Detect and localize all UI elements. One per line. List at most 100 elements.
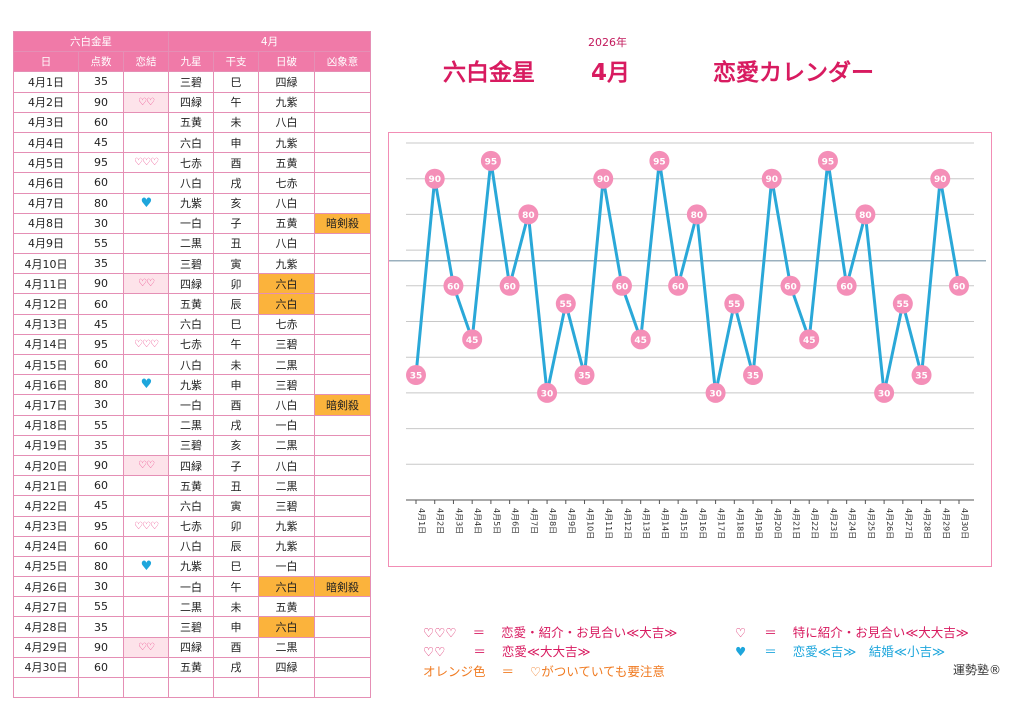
row-eto: 酉 <box>213 152 260 174</box>
row-love-mark: ♡♡ <box>122 636 170 658</box>
row-star: 二黒 <box>168 414 215 436</box>
row-empty-cell <box>168 676 215 699</box>
row-empty-cell <box>314 676 372 699</box>
data-point <box>724 293 745 314</box>
data-label: 60 <box>672 282 685 292</box>
data-point <box>668 275 689 296</box>
data-label: 45 <box>634 336 647 346</box>
row-kyo <box>314 353 372 376</box>
row-star: 八白 <box>168 172 215 194</box>
row-nippa: 六白 <box>258 616 316 638</box>
data-label: 60 <box>953 282 966 292</box>
data-point <box>649 150 670 171</box>
row-score: 90 <box>78 273 124 295</box>
table-row: 4月14日 95 ♡♡♡ 七赤午三碧 <box>13 333 372 356</box>
table-row: 4月7日 80 ♥ 九紫亥八白 <box>13 192 372 214</box>
data-label: 55 <box>897 300 910 310</box>
data-point <box>686 204 707 225</box>
row-nippa: 八白 <box>258 394 316 416</box>
row-kyo <box>314 111 372 133</box>
row-eto: 丑 <box>213 475 260 497</box>
x-tick-label: 4月22日 <box>810 508 819 539</box>
data-point <box>874 382 895 403</box>
row-score: 35 <box>78 434 124 456</box>
row-kyo <box>314 232 372 255</box>
row-date: 4月24日 <box>13 535 79 557</box>
row-kyo <box>314 374 372 396</box>
table-row: 4月3日 60 五黄未八白 <box>13 111 372 133</box>
x-tick-label: 4月25日 <box>866 508 875 539</box>
row-score: 30 <box>78 394 124 416</box>
col-nippa: 日破 <box>258 51 316 73</box>
row-love-mark: ♡♡ <box>122 454 170 477</box>
row-love-mark <box>122 353 170 376</box>
row-star: 三碧 <box>168 71 215 93</box>
row-date: 4月6日 <box>13 172 79 194</box>
row-nippa: 七赤 <box>258 172 316 194</box>
row-kyo <box>314 293 372 315</box>
row-score: 60 <box>78 293 124 315</box>
row-nippa: 八白 <box>258 454 316 477</box>
row-kyo <box>314 414 372 436</box>
row-love-mark <box>122 414 170 436</box>
table-row-empty <box>13 676 372 699</box>
table-row: 4月29日 90 ♡♡ 四緑酉二黒 <box>13 636 372 658</box>
row-nippa: 三碧 <box>258 495 316 517</box>
table-row: 4月16日 80 ♥ 九紫申三碧 <box>13 374 372 396</box>
row-kyo <box>314 172 372 194</box>
row-star: 四緑 <box>168 273 215 295</box>
row-score: 80 <box>78 192 124 214</box>
x-tick-label: 4月27日 <box>904 508 913 539</box>
row-star: 二黒 <box>168 232 215 255</box>
row-star: 四緑 <box>168 454 215 477</box>
x-tick-label: 4月3日 <box>454 508 463 534</box>
row-kyo: 暗剣殺 <box>314 394 372 416</box>
row-kyo <box>314 596 372 618</box>
col-score: 点数 <box>78 51 124 73</box>
row-star: 九紫 <box>168 192 215 214</box>
row-eto: 未 <box>213 353 260 376</box>
row-eto: 巳 <box>213 555 260 578</box>
brand-mark: 運勢塾® <box>953 663 1002 677</box>
row-eto: 申 <box>213 131 260 154</box>
row-nippa: 二黒 <box>258 636 316 658</box>
row-eto: 申 <box>213 374 260 396</box>
row-nippa: 九紫 <box>258 253 316 275</box>
row-date: 4月1日 <box>13 71 79 93</box>
row-nippa: 八白 <box>258 111 316 133</box>
row-date: 4月20日 <box>13 454 79 477</box>
data-label: 35 <box>578 372 591 382</box>
row-nippa: 八白 <box>258 192 316 214</box>
row-kyo <box>314 71 372 93</box>
row-date: 4月23日 <box>13 515 79 537</box>
row-date: 4月14日 <box>13 333 79 356</box>
row-eto: 午 <box>213 91 260 113</box>
row-date: 4月28日 <box>13 616 79 638</box>
row-kyo <box>314 454 372 477</box>
x-tick-label: 4月28日 <box>923 508 932 539</box>
x-tick-label: 4月8日 <box>548 508 557 534</box>
score-chart-svg: 35 90 60 45 95 60 80 30 55 35 90 60 45 95 60 80 30 55 35 90… <box>389 142 986 539</box>
row-star: 三碧 <box>168 434 215 456</box>
row-eto: 未 <box>213 111 260 133</box>
row-nippa: 四緑 <box>258 656 316 679</box>
data-point <box>555 293 576 314</box>
row-star: 五黄 <box>168 111 215 133</box>
row-love-mark: ♡♡♡ <box>122 152 170 174</box>
row-kyo <box>314 535 372 557</box>
x-tick-label: 4月16日 <box>698 508 707 539</box>
row-nippa: 九紫 <box>258 131 316 154</box>
row-score: 60 <box>78 475 124 497</box>
data-label: 95 <box>653 157 666 167</box>
row-love-mark: ♡♡ <box>122 91 170 113</box>
row-star: 六白 <box>168 495 215 517</box>
row-nippa: 六白 <box>258 273 316 295</box>
row-love-mark <box>122 576 170 598</box>
data-label: 60 <box>616 282 629 292</box>
row-date: 4月7日 <box>13 192 79 214</box>
legend-3-text: 恋愛≪大大吉≫ <box>501 644 591 659</box>
row-kyo <box>314 253 372 275</box>
row-score: 30 <box>78 576 124 598</box>
row-score: 45 <box>78 131 124 154</box>
x-tick-label: 4月24日 <box>848 508 857 539</box>
